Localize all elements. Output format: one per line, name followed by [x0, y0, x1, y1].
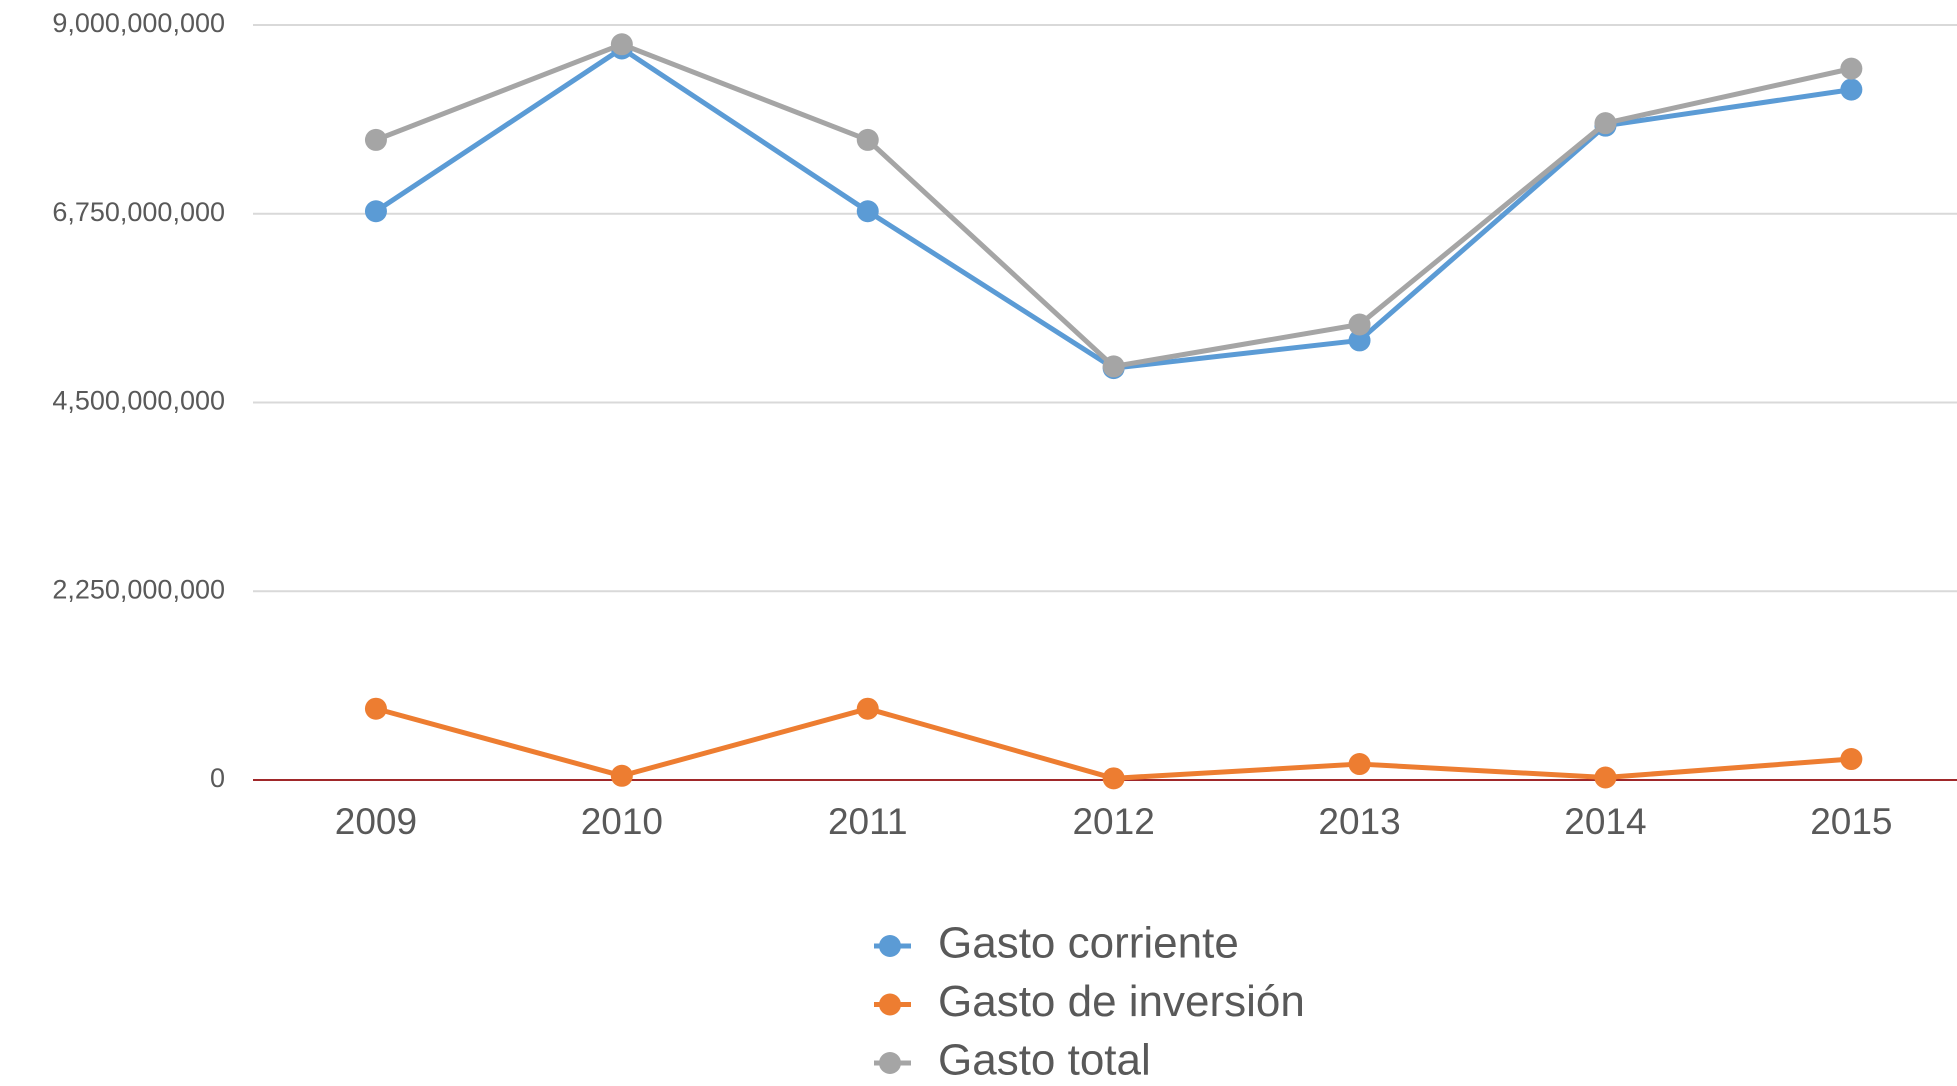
x-tick-label: 2009 — [335, 801, 417, 842]
data-point — [856, 200, 879, 223]
data-point — [1348, 753, 1371, 776]
data-point — [1840, 748, 1863, 771]
data-point — [610, 33, 633, 56]
data-point — [1102, 767, 1125, 790]
data-point — [364, 697, 387, 720]
y-tick-label: 2,250,000,000 — [52, 574, 225, 604]
data-point — [1840, 78, 1863, 101]
data-point — [1348, 329, 1371, 352]
x-tick-label: 2011 — [828, 801, 908, 842]
x-tick-label: 2015 — [1810, 801, 1892, 842]
data-point — [364, 200, 387, 223]
y-tick-label: 6,750,000,000 — [52, 197, 225, 227]
x-tick-label: 2010 — [581, 801, 663, 842]
legend-label: Gasto total — [938, 1036, 1151, 1085]
data-point — [610, 764, 633, 787]
legend-label: Gasto corriente — [938, 919, 1239, 968]
data-point — [1594, 766, 1617, 789]
data-point — [856, 697, 879, 720]
x-tick-label: 2013 — [1318, 801, 1400, 842]
data-point — [1348, 313, 1371, 336]
legend-marker — [879, 1052, 901, 1074]
y-tick-label: 0 — [210, 763, 225, 793]
legend-marker — [879, 993, 901, 1016]
data-point — [364, 128, 387, 151]
data-point — [856, 128, 879, 151]
data-point — [1594, 112, 1617, 135]
series-line — [375, 41, 1852, 369]
data-point — [1102, 355, 1125, 378]
y-tick-label: 9,000,000,000 — [52, 8, 225, 38]
x-tick-label: 2014 — [1564, 801, 1646, 842]
y-tick-label: 4,500,000,000 — [52, 386, 225, 416]
legend-marker — [879, 935, 901, 957]
data-point — [1840, 57, 1863, 80]
x-tick-label: 2012 — [1072, 801, 1154, 842]
series-line — [374, 45, 1852, 371]
legend-label: Gasto de inversión — [938, 977, 1305, 1026]
